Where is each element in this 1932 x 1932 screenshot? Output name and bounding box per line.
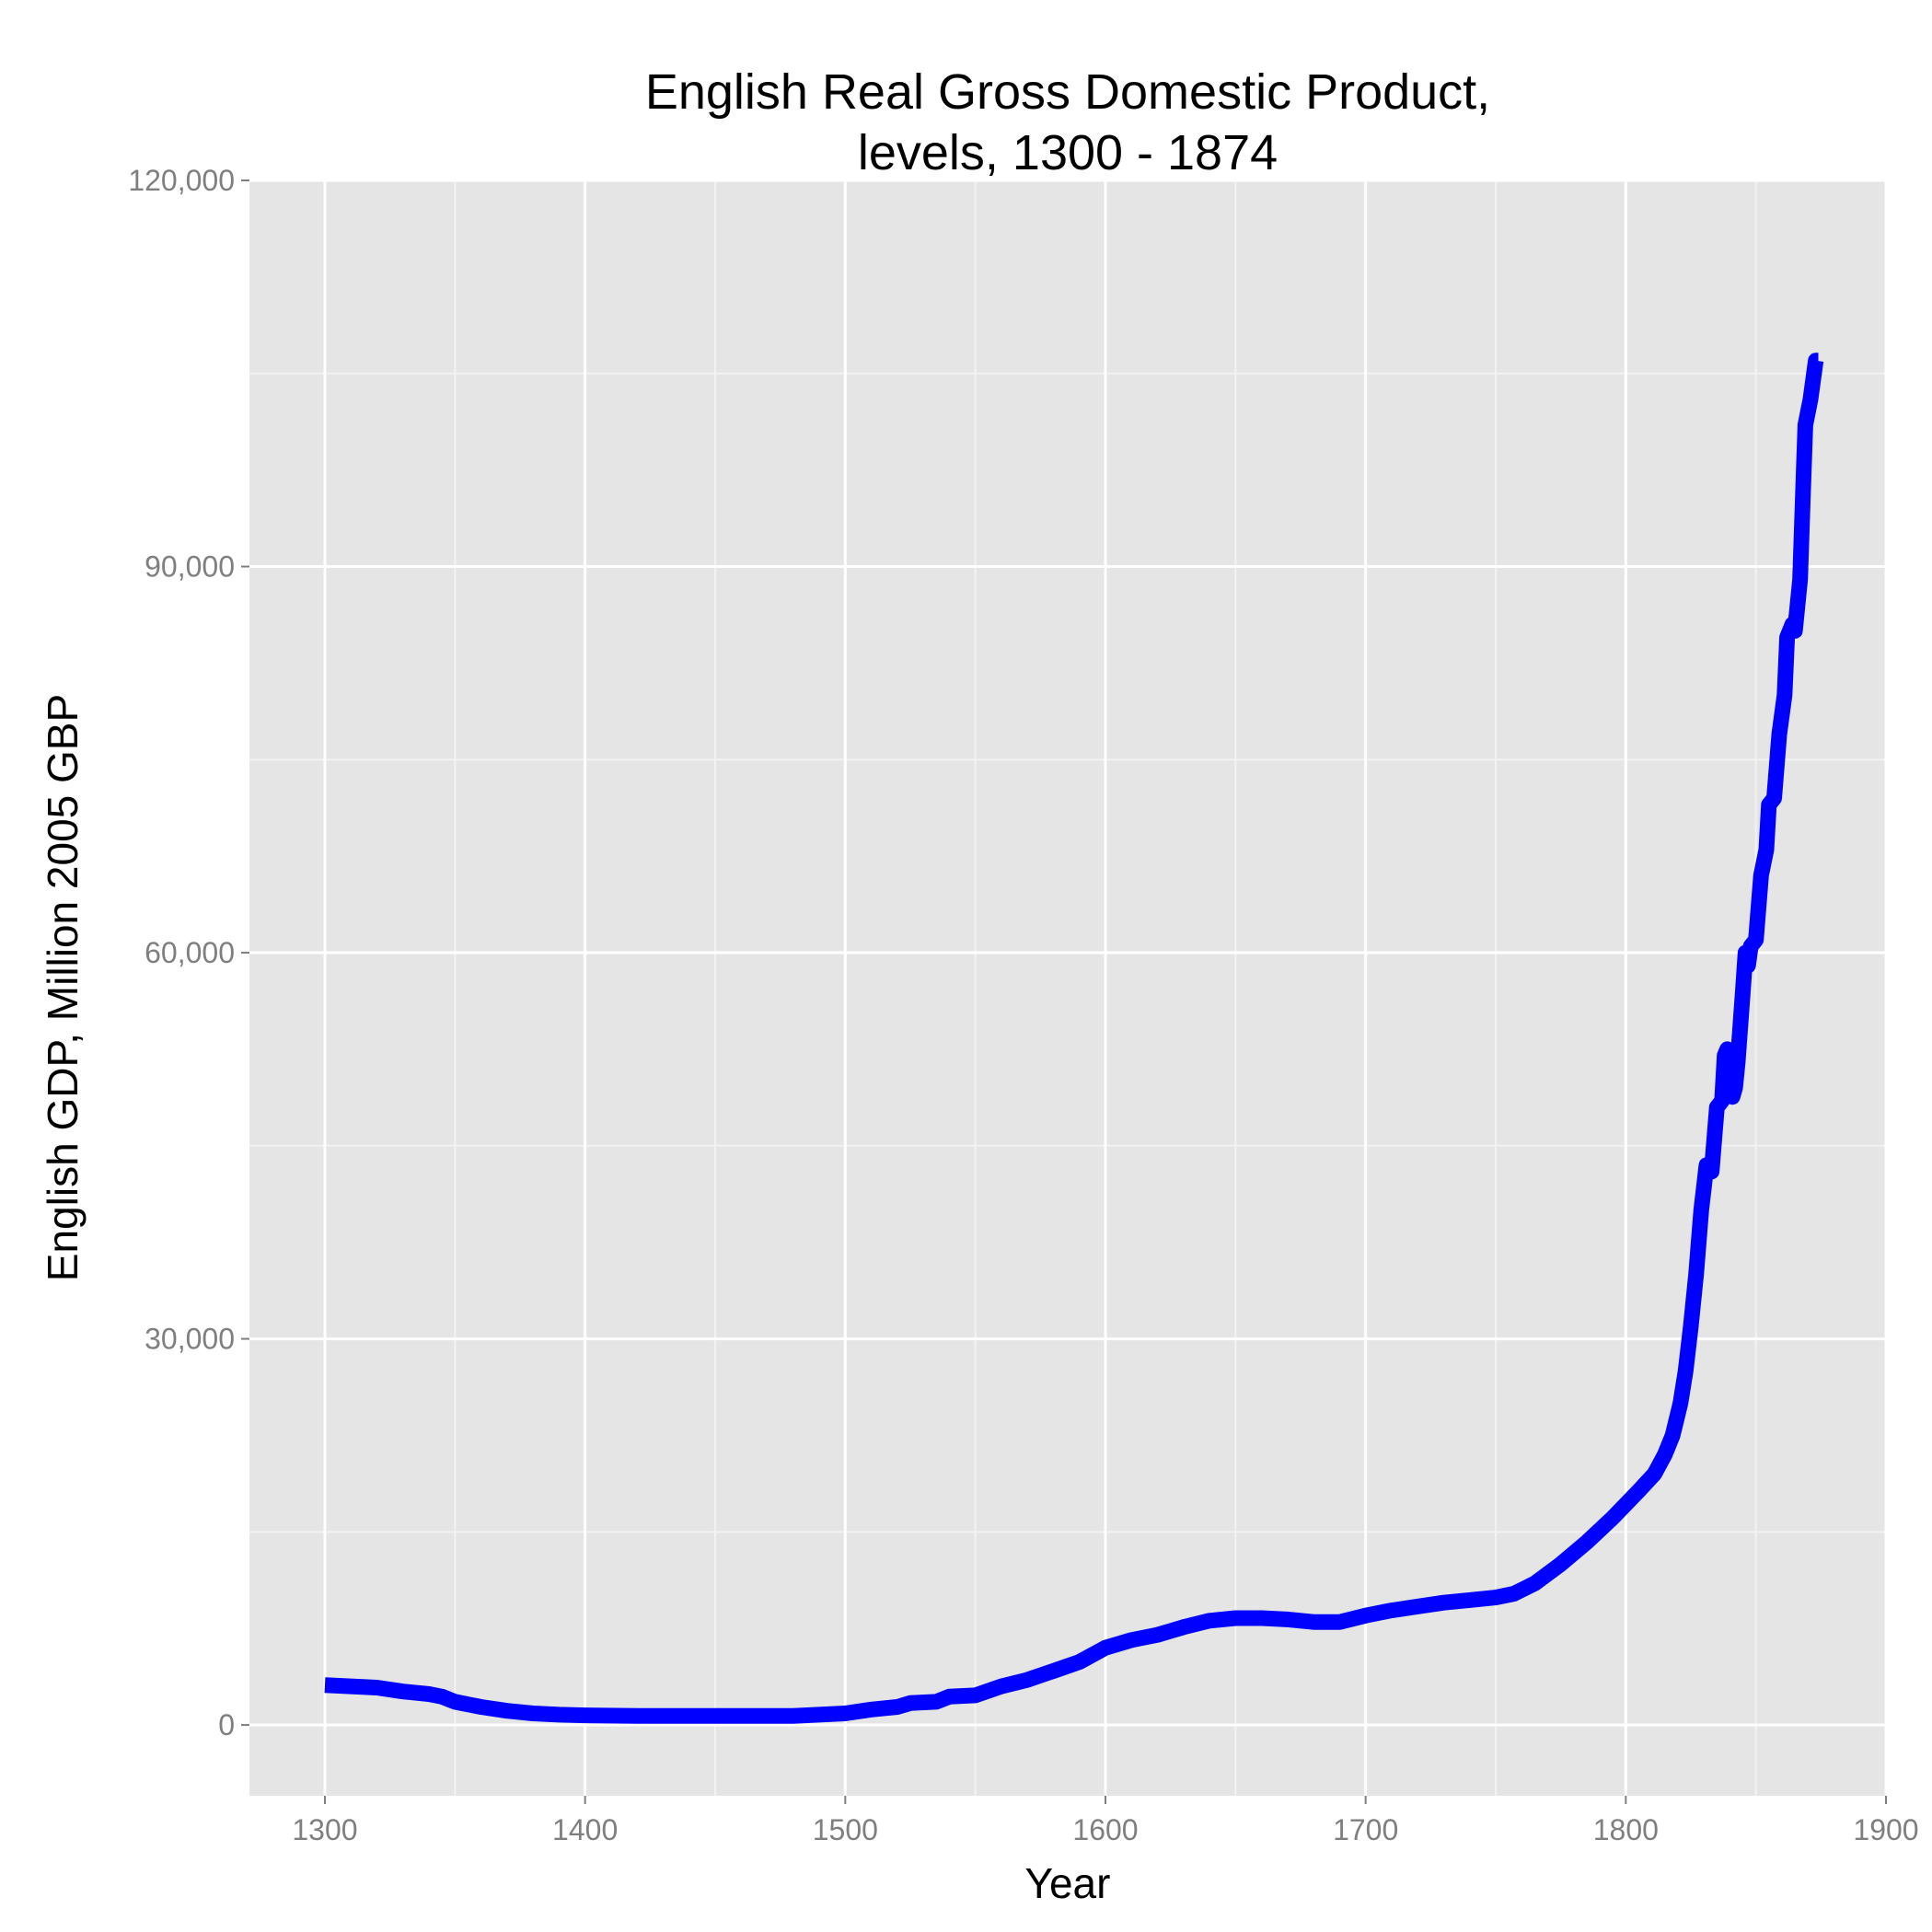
x-axis-title: Year: [1025, 1859, 1111, 1907]
y-tick-label: 120,000: [128, 164, 235, 197]
plot-panel: [249, 180, 1886, 1796]
x-tick-label: 1700: [1333, 1813, 1398, 1846]
chart-title-line-1: English Real Gross Domestic Product,: [645, 64, 1490, 120]
chart-title-line-2: levels, 1300 - 1874: [858, 125, 1278, 180]
x-tick-labels: 1300 1400 1500 1600 1700 1800 1900: [292, 1813, 1918, 1846]
gdp-series-line: [324, 353, 1824, 1724]
x-tick-label: 1500: [813, 1813, 878, 1846]
major-gridlines: [249, 179, 1888, 1796]
y-tick-label: 0: [218, 1708, 235, 1741]
x-tick-label: 1600: [1072, 1813, 1138, 1846]
x-tick-label: 1300: [292, 1813, 357, 1846]
axis-ticks: [241, 179, 1887, 1804]
y-tick-label: 90,000: [145, 550, 235, 584]
series-layer: [324, 353, 1824, 1724]
y-tick-label: 60,000: [145, 936, 235, 969]
y-axis-title: English GDP, Million 2005 GBP: [39, 694, 87, 1281]
x-tick-label: 1400: [552, 1813, 618, 1846]
y-tick-labels: 0 30,000 60,000 90,000 120,000: [128, 164, 235, 1741]
x-tick-label: 1900: [1853, 1813, 1918, 1846]
minor-gridlines: [249, 180, 1886, 1796]
x-tick-label: 1800: [1593, 1813, 1659, 1846]
y-tick-label: 30,000: [145, 1323, 235, 1356]
